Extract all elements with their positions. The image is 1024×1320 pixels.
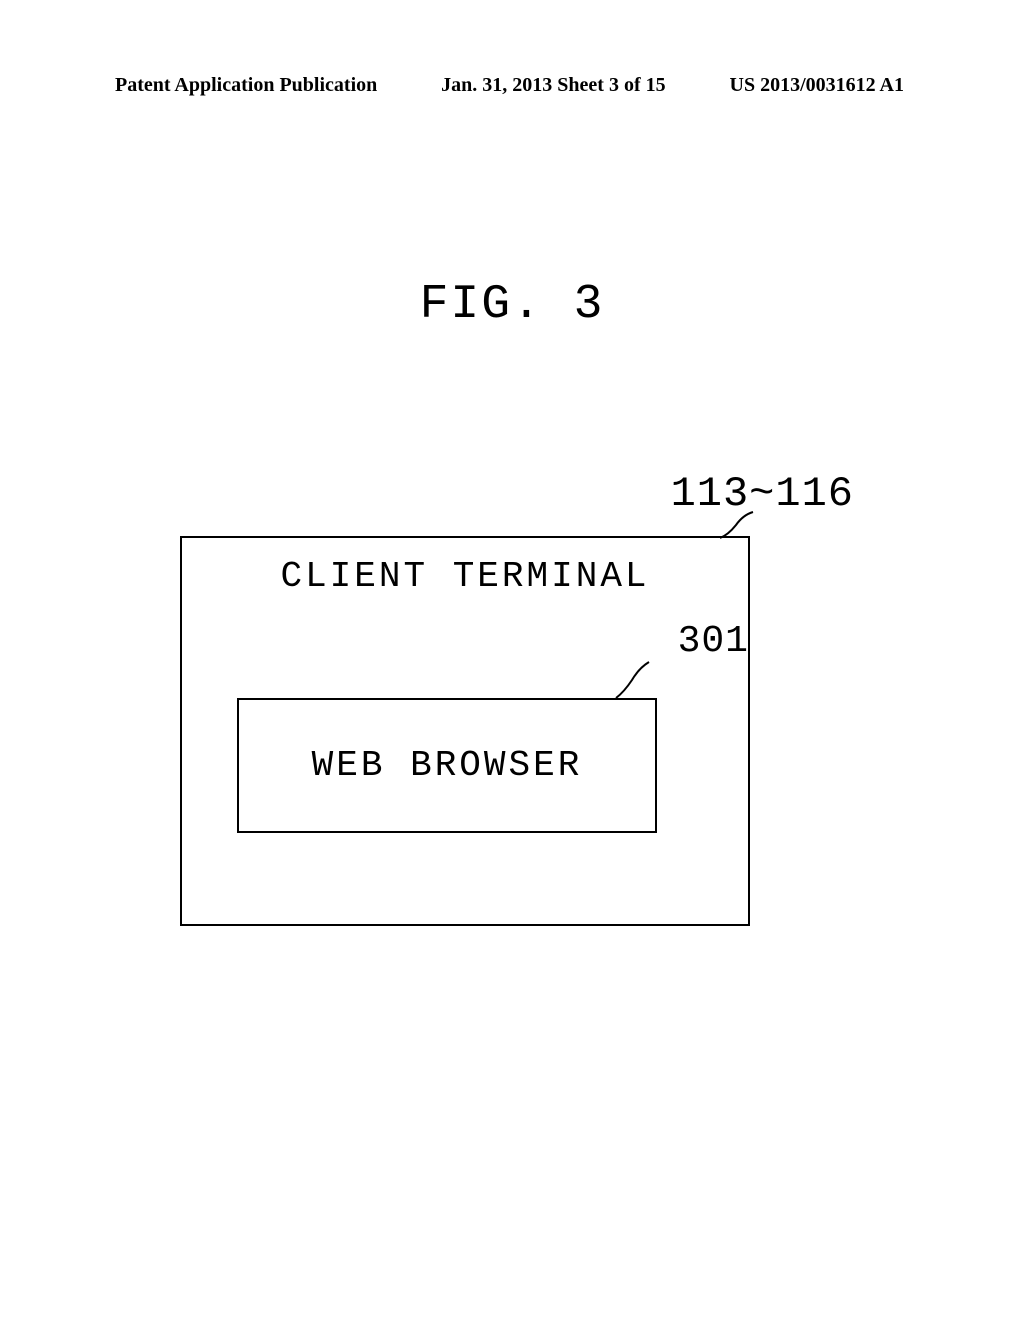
header-left-text: Patent Application Publication (115, 74, 377, 97)
inner-reference-label: 301 (678, 620, 749, 663)
web-browser-label: WEB BROWSER (239, 745, 655, 786)
web-browser-box: WEB BROWSER (237, 698, 657, 833)
client-terminal-box: CLIENT TERMINAL WEB BROWSER (180, 536, 750, 926)
leader-line-inner (614, 660, 654, 700)
header-center-text: Jan. 31, 2013 Sheet 3 of 15 (441, 74, 665, 97)
client-terminal-label: CLIENT TERMINAL (182, 556, 748, 597)
header-right-text: US 2013/0031612 A1 (730, 74, 904, 97)
figure-title: FIG. 3 (0, 278, 1024, 332)
page-header: Patent Application Publication Jan. 31, … (0, 74, 1024, 97)
outer-reference-label: 113~116 (671, 470, 854, 518)
